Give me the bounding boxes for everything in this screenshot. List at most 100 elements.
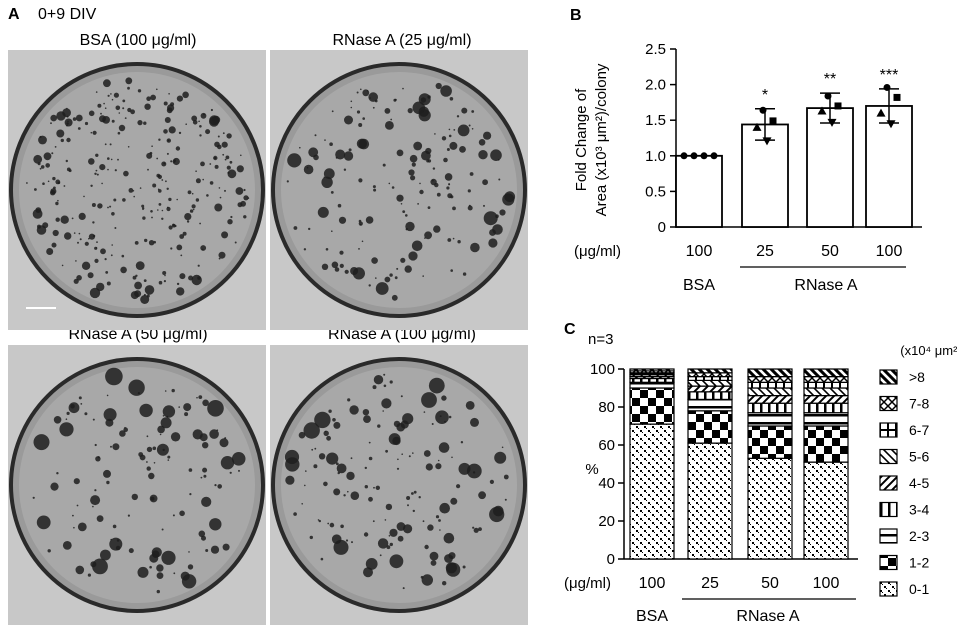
colony-dot [501,446,504,449]
colony-dot [408,455,411,458]
colony-dot [130,291,139,300]
c-bar-segment [629,368,675,372]
colony-dot [434,133,436,135]
b-data-point [886,120,896,129]
colony-dot [218,187,221,189]
colony-dot [503,474,509,480]
colony-dot [498,178,501,181]
colony-dot [234,241,237,244]
colony-dot [127,146,130,148]
colony-dot [94,443,97,447]
colony-dot [340,524,344,529]
c-legend-swatch [879,528,898,544]
colony-dot [220,456,235,470]
colony-dot [389,554,404,569]
colony-dot [335,462,339,466]
colony-dot [352,267,365,280]
colony-dot [421,574,433,586]
colony-dot [125,77,133,85]
colony-dot [170,102,175,107]
colony-dot [131,493,138,501]
colony-dot [441,395,447,401]
c-x-tick-label: 25 [701,575,719,592]
c-bar-segment [687,379,733,387]
colony-dot [137,120,143,126]
colony-dot [303,422,320,439]
b-y-tick-label: 1.0 [645,148,666,165]
colony-dot [317,206,329,218]
colony-dot [424,231,432,240]
colony-dot [178,131,182,135]
colony-dot [358,123,363,127]
colony-dot [156,88,158,91]
colony-dot [373,188,377,192]
colony-dot [153,462,156,464]
colony-dot [478,491,486,500]
colony-dot [161,217,164,220]
colony-dot [72,117,77,121]
colony-dot [158,189,162,193]
colony-dot [409,154,418,163]
colony-dot [182,231,187,236]
colony-dot [146,461,148,463]
colony-dot [388,182,391,185]
colony-dot [112,443,120,451]
colony-dot [173,572,176,575]
b-bar [806,107,854,228]
colony-dot [456,484,461,489]
colony-dot [407,108,413,114]
colony-dot [66,167,71,172]
colony-dot [214,484,217,487]
colony-dot [132,190,135,192]
colony-dot [96,241,98,244]
colony-dot [118,112,121,114]
colony-dot [54,146,57,148]
colony-dot [396,267,399,270]
colony-dot [351,541,353,544]
colony-dot [446,562,461,577]
colony-dot [350,106,353,109]
colony-dot [201,496,212,507]
colony-dot [146,446,153,453]
colony-dot [51,242,57,248]
colony-dot [73,478,80,485]
colony-dot [97,203,103,209]
colony-dot [350,491,360,500]
colony-dot [189,209,194,213]
colony-dot [90,184,93,187]
colony-dot [235,187,244,195]
colony-dot [306,166,309,169]
colony-dot [203,474,207,478]
colony-dot [488,238,498,248]
colony-dot [110,445,112,448]
colony-dot [373,375,384,385]
colony-dot [159,433,162,436]
c-bar-segment [803,394,849,404]
colony-dot [84,121,89,126]
colony-dot [397,535,404,542]
b-data-point [710,152,718,160]
colony-dot [104,107,107,109]
colony-dot [78,232,81,235]
colony-dot [425,463,433,471]
colony-dot [40,165,45,169]
colony-dot [200,476,203,479]
colony-dot [335,156,338,159]
panel-b-bar-chart: B Fold Change of Area (x10³ μm²)/colony … [570,7,922,294]
colony-dot [52,176,56,181]
colony-dot [167,459,170,461]
colony-dot [373,486,375,489]
colony-dot [99,164,106,171]
colony-dot [243,215,247,219]
plate-medium [19,72,255,308]
colony-dot [229,160,233,164]
colony-plate-image-rnase-25 [270,50,528,330]
colony-dot [423,450,431,457]
colony-dot [158,138,161,141]
colony-dot [96,515,104,522]
colony-dot [84,412,88,416]
colony-dot [134,281,142,290]
colony-dot [128,548,134,554]
colony-dot [167,455,171,459]
colony-dot [460,441,464,444]
